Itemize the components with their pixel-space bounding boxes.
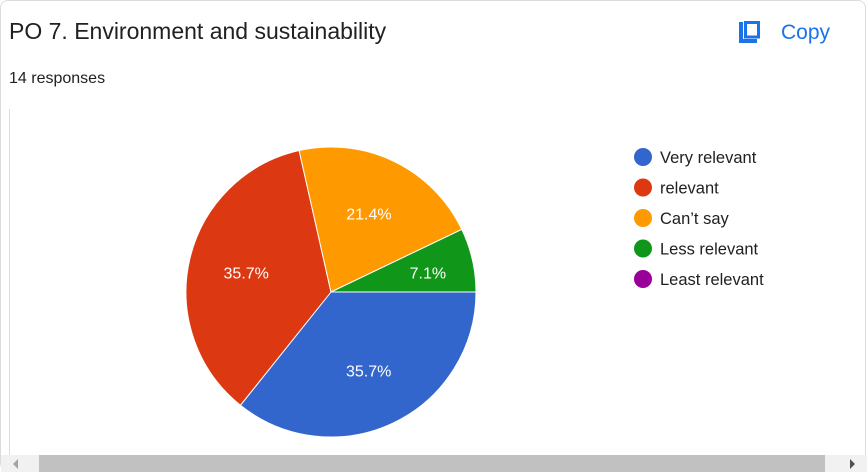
legend-label-0: Very relevant <box>660 149 757 167</box>
legend-label-3: Less relevant <box>660 241 759 259</box>
pie-slice-3[interactable] <box>330 228 477 293</box>
pie-label-3: 7.1% <box>410 266 446 283</box>
pie-label-0: 35.7% <box>346 363 391 380</box>
arrow-left-icon[interactable] <box>13 459 18 469</box>
question-title: PO 7. Environment and sustainability <box>9 18 387 44</box>
copy-icon <box>739 21 760 43</box>
response-count: 14 responses <box>9 70 106 87</box>
pie-slice-2[interactable] <box>298 146 463 293</box>
legend-label-1: relevant <box>660 180 719 198</box>
pie-slice-1[interactable] <box>185 149 332 406</box>
legend-swatch-4 <box>634 270 652 288</box>
legend-swatch-2 <box>634 209 652 227</box>
pie-label-1: 35.7% <box>224 265 269 282</box>
pie-slice-0[interactable] <box>239 291 477 438</box>
copy-button[interactable]: Copy <box>737 15 830 51</box>
pie-label-2: 21.4% <box>346 207 391 224</box>
pie-chart: 35.7% 35.7% 21.4% 7.1% Very relevant relevant… <box>185 146 764 438</box>
chart-area: 35.7% 35.7% 21.4% 7.1% Very relevant relevant… <box>9 109 867 455</box>
copy-label: Copy <box>781 21 831 44</box>
legend-swatch-3 <box>634 239 652 258</box>
arrow-right-icon[interactable] <box>850 459 855 469</box>
legend-swatch-0 <box>634 148 652 166</box>
scroll-thumb[interactable] <box>39 455 825 472</box>
legend-label-2: Can’t say <box>660 210 730 228</box>
horizontal-scrollbar[interactable] <box>1 455 867 472</box>
legend-label-4: Least relevant <box>660 271 764 289</box>
legend-swatch-1 <box>634 178 652 197</box>
